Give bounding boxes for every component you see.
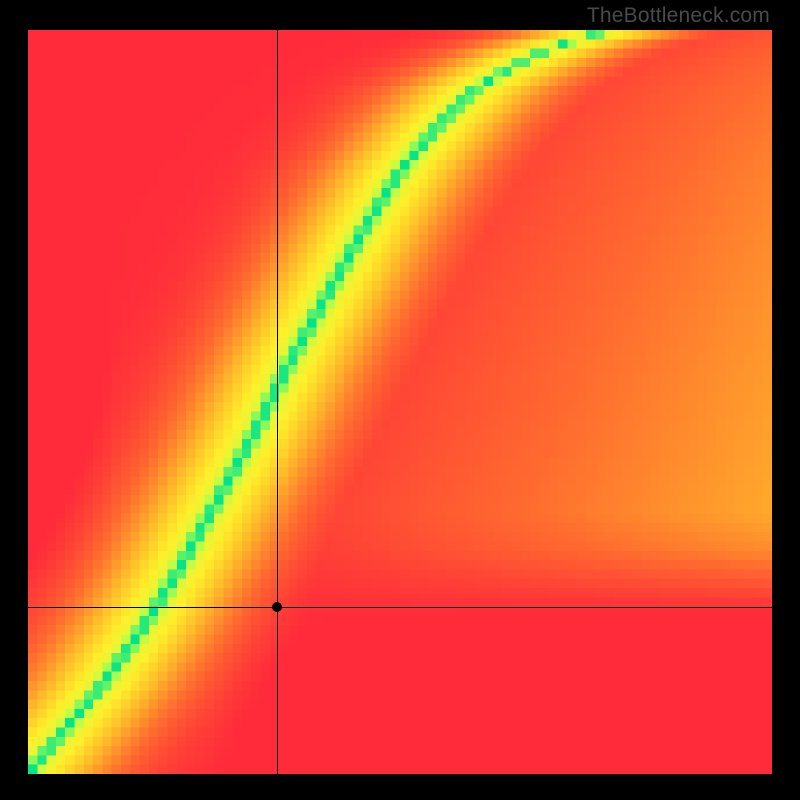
- crosshair-horizontal: [28, 607, 772, 608]
- crosshair-marker: [272, 602, 282, 612]
- heatmap-plot: [28, 30, 772, 774]
- heatmap-canvas: [28, 30, 772, 774]
- watermark-text: TheBottleneck.com: [587, 4, 770, 28]
- crosshair-vertical: [277, 30, 278, 774]
